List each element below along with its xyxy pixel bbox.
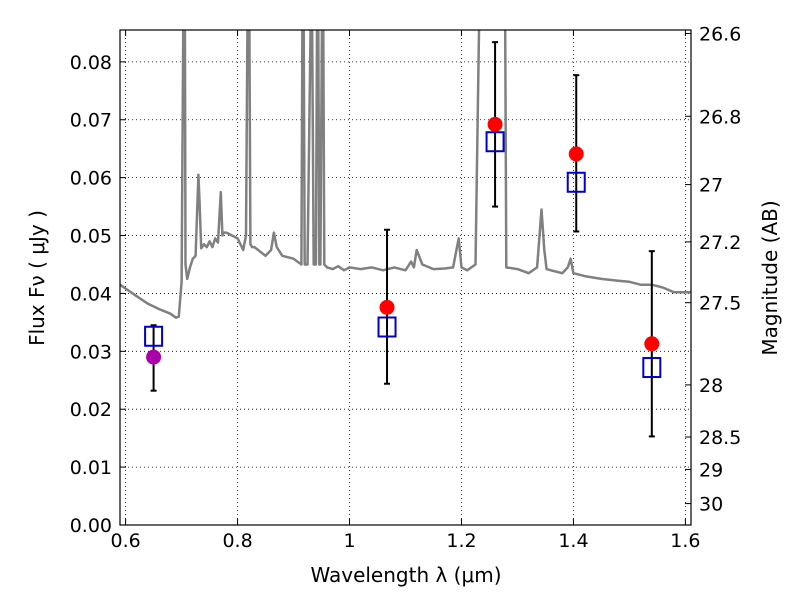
x-tick-label: 0.8 — [222, 530, 252, 552]
observed-point — [379, 299, 395, 315]
axis-ticks — [120, 30, 691, 526]
x-tick-label: 1.2 — [446, 530, 476, 552]
y2-axis-label: Magnitude (AB) — [758, 200, 782, 355]
model-point — [377, 316, 397, 338]
y-tick-label: 0.01 — [70, 457, 112, 479]
model-points — [144, 131, 662, 379]
grid — [120, 30, 691, 526]
y-tick-label: 0.04 — [70, 283, 112, 305]
y2-tick-label: 28 — [699, 375, 723, 397]
model-point — [144, 325, 164, 347]
y2-tick-label: 29 — [699, 459, 723, 481]
model-point — [485, 131, 505, 153]
y2-tick-labels: 26.6 26.8 27 27.2 27.5 28 28.5 29 30 — [699, 23, 741, 515]
y-tick-label: 0.06 — [70, 168, 112, 190]
y2-tick-label: 27.5 — [699, 293, 741, 315]
axes-frame — [119, 29, 692, 526]
x-tick-labels: 0.6 0.8 1 1.2 1.4 1.6 — [110, 530, 700, 552]
x-tick-label: 1.4 — [558, 530, 588, 552]
observed-point — [146, 349, 162, 365]
x-tick-label: 1.6 — [670, 530, 700, 552]
y-tick-label: 0.00 — [70, 515, 112, 537]
y-tick-label: 0.05 — [70, 226, 112, 248]
observed-point — [487, 116, 503, 132]
y-tick-label: 0.08 — [70, 52, 112, 74]
y2-tick-label: 26.6 — [699, 23, 741, 45]
y-tick-labels: 0.00 0.01 0.02 0.03 0.04 0.05 0.06 0.07 0.08 — [70, 52, 112, 537]
model-point — [566, 171, 586, 193]
observed-point — [644, 336, 660, 352]
template-spectrum-line — [120, 30, 691, 319]
model-point — [642, 357, 662, 379]
y-axis-label: Flux Fν ( μJy ) — [25, 210, 49, 346]
y-tick-label: 0.07 — [70, 110, 112, 132]
x-axis-label: Wavelength λ (μm) — [310, 563, 501, 587]
x-tick-label: 1 — [343, 530, 355, 552]
y2-tick-label: 28.5 — [699, 427, 741, 449]
y2-tick-label: 27.2 — [699, 232, 741, 254]
y-tick-label: 0.02 — [70, 399, 112, 421]
y-tick-label: 0.03 — [70, 341, 112, 363]
y2-tick-label: 26.8 — [699, 106, 741, 128]
observed-points — [146, 116, 660, 365]
y2-tick-label: 27 — [699, 175, 723, 197]
error-bars — [150, 41, 655, 438]
x-tick-label: 0.6 — [110, 530, 140, 552]
plot-area — [120, 30, 691, 438]
y2-tick-label: 30 — [699, 494, 723, 516]
observed-point — [568, 146, 584, 162]
